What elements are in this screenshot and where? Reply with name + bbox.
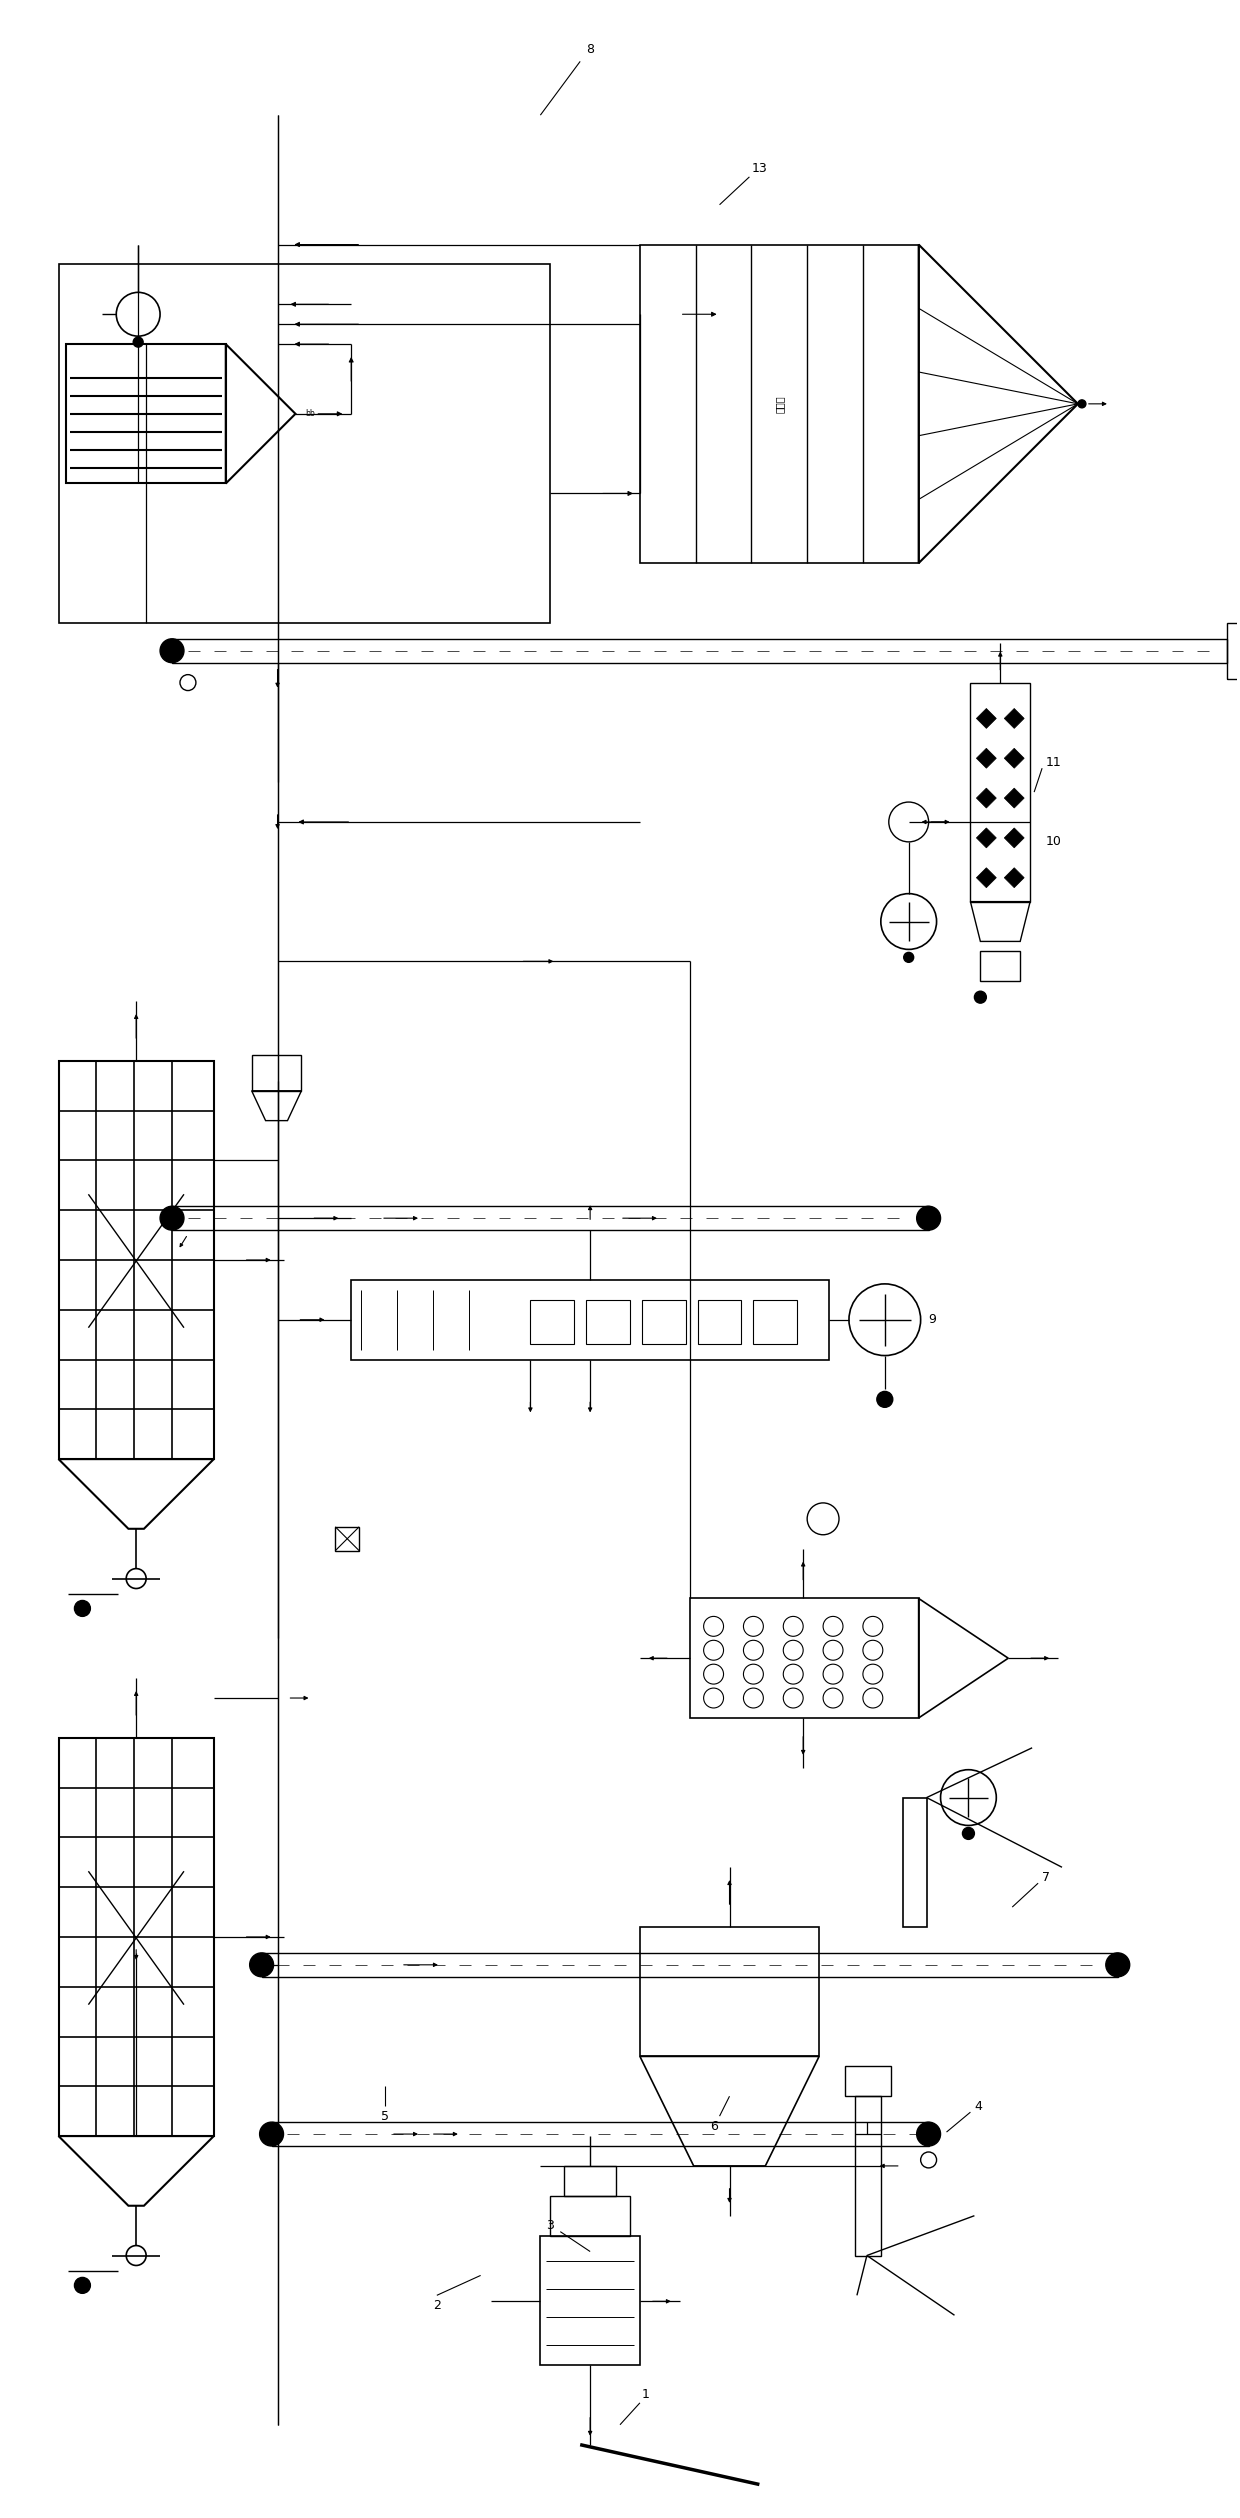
Bar: [351, 1279, 830, 1360]
Circle shape: [160, 1206, 184, 1231]
Circle shape: [916, 2123, 941, 2145]
Polygon shape: [976, 828, 996, 849]
Text: 10: 10: [1047, 836, 1061, 849]
Bar: [172, 1206, 929, 1231]
Circle shape: [1078, 400, 1086, 408]
Bar: [587, 1299, 630, 1345]
Text: 9: 9: [929, 1314, 936, 1327]
Bar: [854, 2095, 880, 2256]
Bar: [531, 1299, 574, 1345]
Bar: [272, 2123, 929, 2145]
Circle shape: [74, 1601, 91, 1617]
Bar: [640, 244, 919, 564]
Text: 成品仓: 成品仓: [774, 395, 784, 413]
Bar: [262, 1954, 1117, 1977]
Circle shape: [249, 1954, 274, 1977]
Bar: [844, 2067, 890, 2095]
Polygon shape: [1004, 869, 1024, 889]
Circle shape: [877, 1392, 893, 1408]
Text: 8: 8: [587, 43, 594, 55]
Text: 3: 3: [547, 2218, 554, 2231]
Bar: [67, 345, 226, 483]
Polygon shape: [976, 788, 996, 808]
Text: 4: 4: [975, 2100, 982, 2113]
Bar: [252, 1055, 301, 1090]
Bar: [58, 264, 551, 622]
Bar: [1228, 622, 1240, 680]
Bar: [981, 952, 1021, 982]
Circle shape: [975, 992, 986, 1002]
Circle shape: [160, 640, 184, 662]
Circle shape: [1106, 1954, 1130, 1977]
Circle shape: [259, 2123, 284, 2145]
Text: 5: 5: [381, 2110, 389, 2123]
Bar: [640, 1926, 820, 2057]
Bar: [903, 1798, 926, 1926]
Bar: [642, 1299, 686, 1345]
Polygon shape: [1004, 748, 1024, 768]
Circle shape: [904, 952, 914, 962]
Text: 7: 7: [1042, 1871, 1050, 1883]
Polygon shape: [976, 748, 996, 768]
Text: 13: 13: [751, 161, 768, 176]
Text: 2: 2: [433, 2299, 440, 2312]
Bar: [754, 1299, 797, 1345]
Polygon shape: [976, 708, 996, 728]
Polygon shape: [976, 869, 996, 889]
Bar: [172, 640, 1228, 662]
Circle shape: [74, 2276, 91, 2294]
Text: bb: bb: [305, 410, 315, 418]
Text: 11: 11: [1047, 755, 1061, 768]
Text: 1: 1: [642, 2390, 650, 2402]
Bar: [698, 1299, 742, 1345]
Text: 6: 6: [709, 2120, 718, 2133]
Bar: [541, 2236, 640, 2364]
Circle shape: [916, 1206, 941, 1231]
Bar: [551, 2196, 630, 2236]
Polygon shape: [1004, 708, 1024, 728]
Polygon shape: [1004, 788, 1024, 808]
Bar: [58, 1060, 213, 1458]
Circle shape: [133, 337, 143, 347]
Circle shape: [962, 1828, 975, 1838]
Bar: [971, 682, 1030, 901]
Bar: [58, 1737, 213, 2135]
Bar: [564, 2165, 616, 2196]
Bar: [689, 1599, 919, 1717]
Polygon shape: [1004, 828, 1024, 849]
Bar: [335, 1526, 360, 1551]
